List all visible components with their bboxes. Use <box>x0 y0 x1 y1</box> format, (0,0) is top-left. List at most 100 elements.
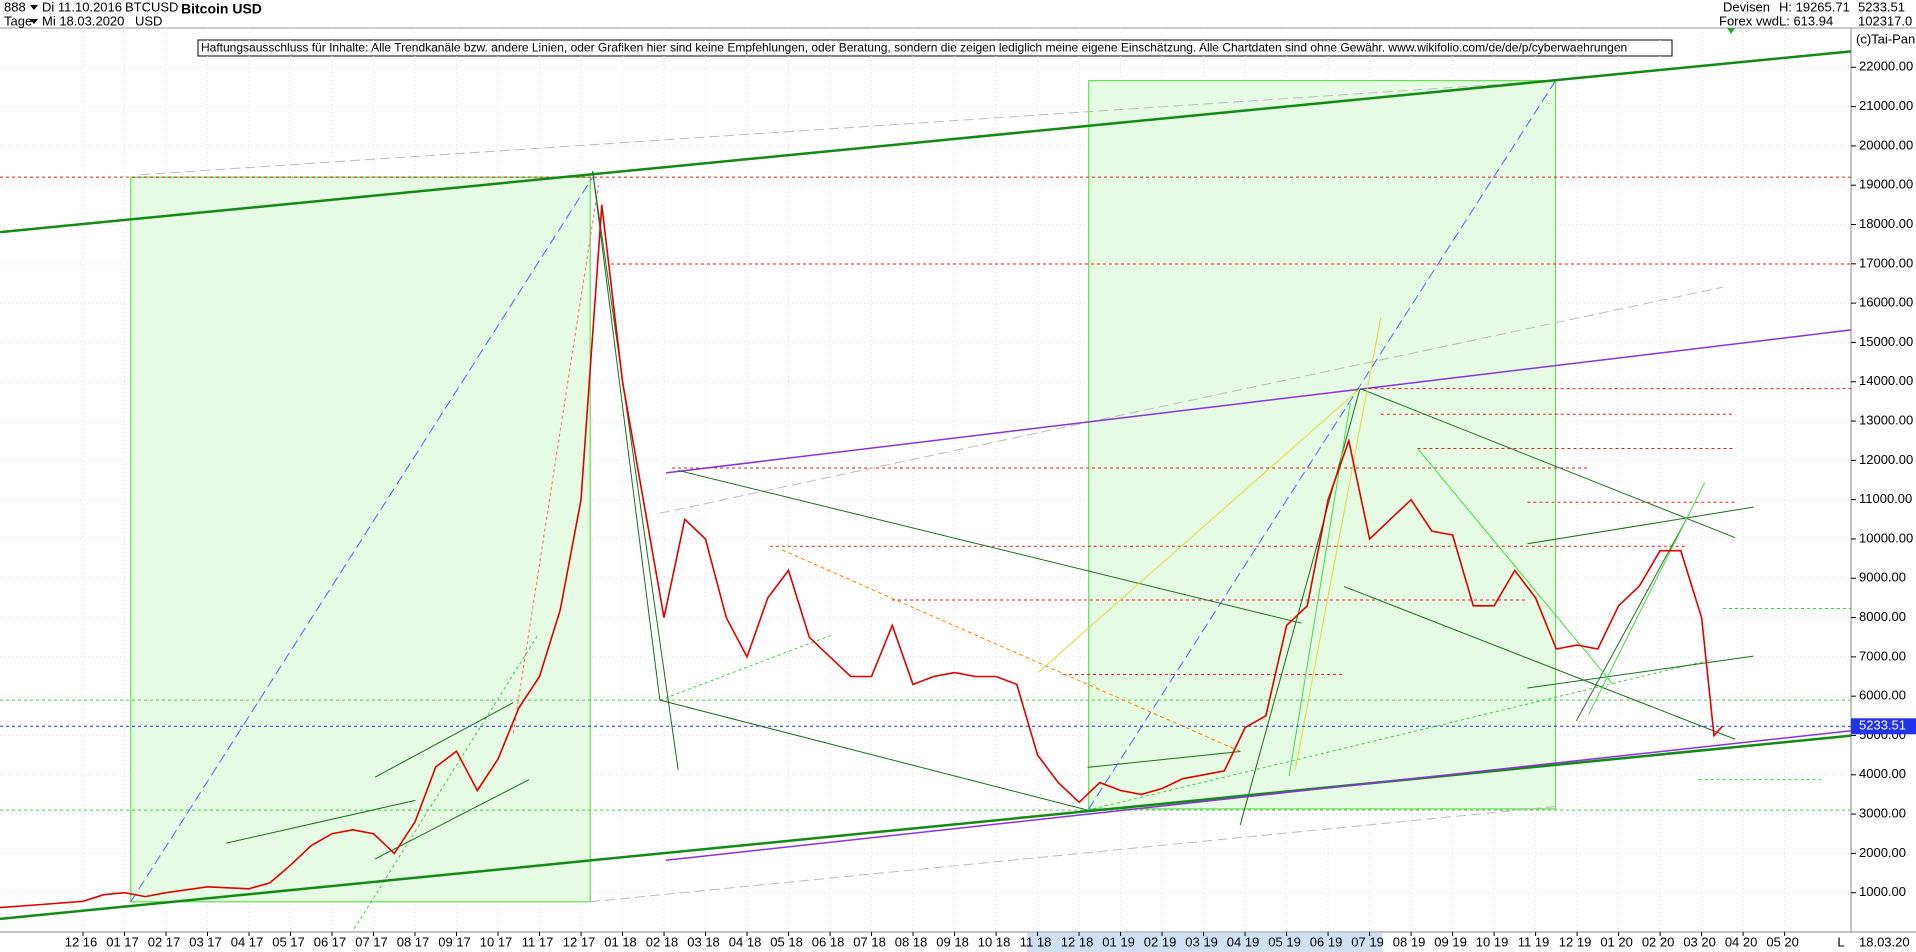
line <box>226 800 415 843</box>
axis-mode[interactable]: L <box>1837 934 1844 949</box>
x-tick-label: 03 18 <box>687 934 720 949</box>
line <box>1039 389 1360 672</box>
x-tick-label: 06 17 <box>314 934 347 949</box>
header-id: 888 <box>4 0 26 14</box>
header-end: Mi 18.03.2020 <box>42 13 124 28</box>
x-tick-label: 01 19 <box>1102 934 1135 949</box>
x-tick-label: 02 18 <box>646 934 679 949</box>
y-tick-label: 15000.00 <box>1859 334 1913 349</box>
line <box>1240 389 1360 825</box>
header-symbol: BTCUSD <box>125 0 178 14</box>
y-tick-label: 13000.00 <box>1859 412 1913 427</box>
y-tick-label: 14000.00 <box>1859 373 1913 388</box>
y-tick-label: 2000.00 <box>1859 845 1906 860</box>
x-tick-label: 02 17 <box>148 934 181 949</box>
channel <box>666 731 1851 861</box>
line <box>131 177 593 902</box>
axis-date: 18.03.20 <box>1859 934 1910 949</box>
x-tick-label: 03 20 <box>1683 934 1716 949</box>
annotations <box>0 51 1851 928</box>
line <box>1088 751 1241 767</box>
header-last: 5233.51 <box>1858 0 1905 14</box>
y-tick-label: 16000.00 <box>1859 295 1913 310</box>
dropdown-arrow[interactable] <box>30 19 38 24</box>
copyright: (c)Tai-Pan <box>1856 31 1915 46</box>
line <box>375 703 513 778</box>
y-tick-label: 3000.00 <box>1859 806 1906 821</box>
x-tick-label: 04 17 <box>231 934 264 949</box>
dropdown-arrow[interactable] <box>30 5 38 10</box>
y-tick-label: 18000.00 <box>1859 216 1913 231</box>
x-tick-label: 05 18 <box>770 934 803 949</box>
channel <box>0 51 1851 232</box>
y-tick-label: 22000.00 <box>1859 59 1913 74</box>
line <box>660 635 831 700</box>
x-tick-label: 08 18 <box>895 934 928 949</box>
chart-title: Bitcoin USD <box>181 1 262 17</box>
y-tick-label: 6000.00 <box>1859 688 1906 703</box>
line <box>1295 318 1381 770</box>
x-tick-label: 07 19 <box>1351 934 1384 949</box>
x-tick-label: 08 17 <box>397 934 430 949</box>
x-tick-label: 03 17 <box>189 934 222 949</box>
header-low: L: 613.94 <box>1779 13 1833 28</box>
x-tick-label: 04 20 <box>1725 934 1758 949</box>
x-tick-label: 12 19 <box>1559 934 1592 949</box>
line <box>678 470 1301 623</box>
x-tick-label: 06 19 <box>1310 934 1343 949</box>
disclaimer-box <box>197 39 1673 57</box>
x-tick-label: 05 17 <box>272 934 305 949</box>
last-price-box <box>1851 718 1916 735</box>
x-tick-label: 07 17 <box>355 934 388 949</box>
y-tick-label: 10000.00 <box>1859 530 1913 545</box>
x-tick-label: 04 19 <box>1227 934 1260 949</box>
x-tick-label: 01 20 <box>1600 934 1633 949</box>
line <box>660 700 1088 810</box>
x-tick-label: 12 18 <box>1061 934 1094 949</box>
x-tick-label: 12 17 <box>563 934 596 949</box>
axis-highlight <box>1027 933 1382 952</box>
x-tick-label: 02 19 <box>1144 934 1177 949</box>
y-tick-label: 9000.00 <box>1859 570 1906 585</box>
y-tick-label: 12000.00 <box>1859 452 1913 467</box>
x-tick-label: 11 19 <box>1518 934 1550 949</box>
header-volume: 102317.0 <box>1858 13 1912 28</box>
x-tick-label: 11 17 <box>522 934 554 949</box>
y-tick-label: 4000.00 <box>1859 766 1906 781</box>
y-tick-label: 21000.00 <box>1859 98 1913 113</box>
y-tick-label: 20000.00 <box>1859 137 1913 152</box>
line <box>1344 587 1735 740</box>
marker <box>1727 28 1735 34</box>
line <box>1527 656 1753 688</box>
x-tick-label: 04 18 <box>729 934 762 949</box>
y-tick-label: 7000.00 <box>1859 648 1906 663</box>
x-tick-label: 10 19 <box>1476 934 1509 949</box>
x-tick-label: 06 18 <box>812 934 845 949</box>
line <box>1088 660 1711 810</box>
x-tick-label: 05 19 <box>1268 934 1301 949</box>
line <box>354 635 537 928</box>
x-tick-label: 09 17 <box>438 934 471 949</box>
last-price-label: 5233.51 <box>1859 718 1906 733</box>
x-tick-label: 01 18 <box>604 934 637 949</box>
line <box>1576 519 1686 721</box>
header-period: Tage <box>4 13 32 28</box>
channel <box>0 736 1851 919</box>
line <box>593 171 660 700</box>
y-tick-label: 1000.00 <box>1859 884 1906 899</box>
x-tick-label: 07 18 <box>853 934 886 949</box>
channel <box>666 330 1851 473</box>
line <box>375 780 529 859</box>
x-tick-label: 09 18 <box>936 934 969 949</box>
x-tick-label: 12 16 <box>65 934 98 949</box>
x-tick-label: 09 19 <box>1434 934 1467 949</box>
price-line <box>0 204 1723 909</box>
line <box>1089 81 1556 809</box>
header-market: Devisen <box>1723 0 1770 14</box>
line <box>1527 507 1753 544</box>
y-tick-label: 11000.00 <box>1859 491 1912 506</box>
data: 1000.002000.003000.004000.005000.006000.… <box>0 59 1916 949</box>
x-tick-label: 03 19 <box>1185 934 1218 949</box>
